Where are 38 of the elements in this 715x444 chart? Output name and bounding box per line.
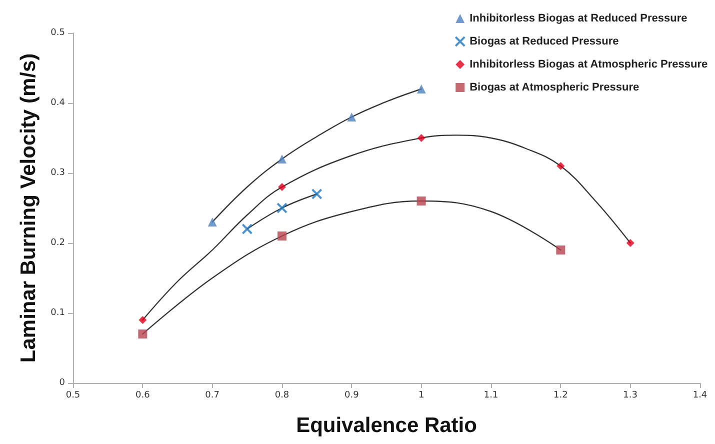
point — [626, 239, 634, 247]
point — [416, 84, 426, 94]
x-tick-label: 0.6 — [136, 390, 150, 400]
y-tick-label: 0.5 — [50, 28, 65, 38]
x-tick-label: 1.2 — [554, 390, 568, 400]
x-tick-label: 0.9 — [344, 390, 360, 400]
legend-label: Inhibitorless Biogas at Atmospheric Pressure — [470, 58, 708, 70]
x-axis-title: Equivalence Ratio — [296, 414, 477, 437]
point — [311, 188, 322, 200]
point — [138, 316, 147, 324]
point — [556, 246, 566, 254]
x-tick-label: 1.4 — [692, 390, 708, 400]
point — [416, 196, 426, 206]
point — [242, 224, 253, 234]
legend-label: Inhibitorless Biogas at Reduced Pressure — [470, 12, 688, 24]
x-tick-label: 1.1 — [484, 390, 498, 400]
x-tick-label: 1.3 — [623, 390, 638, 400]
x-tick-label: 0.5 — [66, 390, 80, 400]
point — [276, 202, 288, 214]
y-tick-label: 0.3 — [50, 168, 65, 178]
x-tick-label: 0.8 — [274, 390, 290, 400]
point — [208, 218, 217, 226]
point — [347, 112, 356, 122]
x-tick-label: 1 — [418, 390, 424, 400]
point — [278, 154, 286, 164]
legend-label: Biogas at Atmospheric Pressure — [470, 82, 640, 94]
point — [138, 330, 148, 338]
legend-label: Biogas at Reduced Pressure — [470, 36, 619, 48]
y-tick-label: 0.2 — [50, 238, 65, 248]
y-tick-label: 0.4 — [50, 98, 66, 108]
point — [556, 162, 565, 170]
y-tick-label: 0.1 — [50, 308, 65, 318]
x-tick-label: 0.7 — [205, 390, 220, 400]
point — [417, 134, 426, 142]
point — [278, 183, 286, 191]
y-axis-title: Laminar Burning Velocity (m/s) — [17, 53, 40, 363]
y-tick-label: 0 — [59, 378, 66, 388]
point — [278, 232, 286, 240]
